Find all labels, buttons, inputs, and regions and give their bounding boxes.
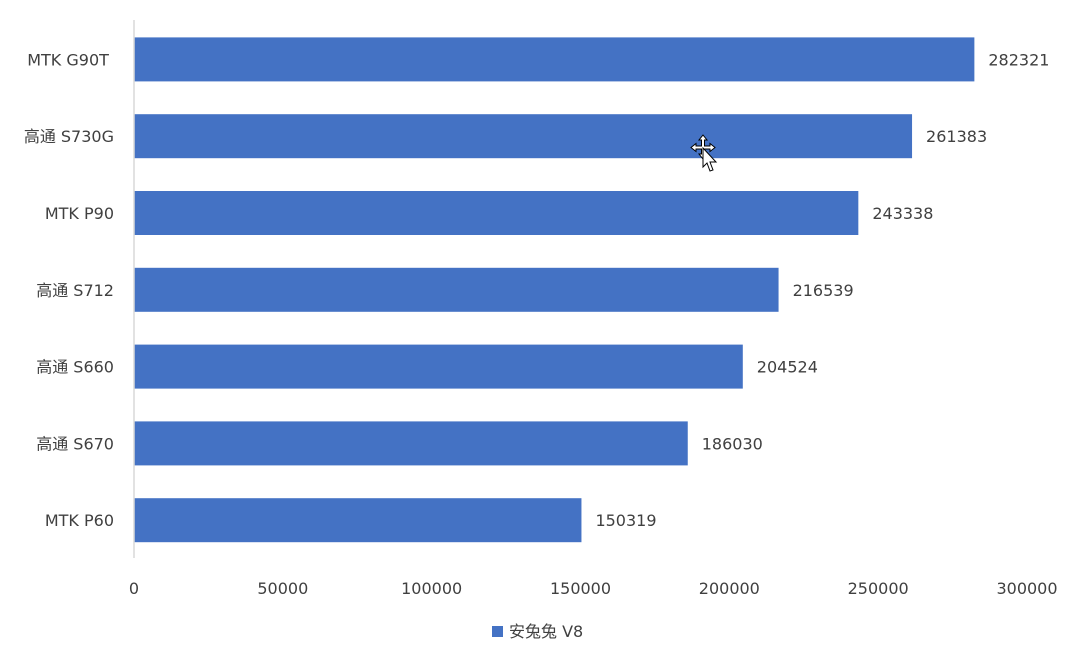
bar xyxy=(134,267,779,312)
x-tick-label: 0 xyxy=(129,579,139,598)
bar xyxy=(134,421,688,466)
bars xyxy=(134,37,975,543)
x-tick-label: 250000 xyxy=(848,579,909,598)
category-label: MTK G90T xyxy=(27,50,114,69)
category-label: 高通 S730G xyxy=(24,127,114,146)
category-labels: MTK G90T 高通 S730G MTK P90 高通 S712 高通 S660 高通… xyxy=(24,50,114,530)
legend: 安兔兔 V8 xyxy=(492,622,583,641)
bar xyxy=(134,114,913,159)
bar xyxy=(134,191,859,235)
data-labels: 282321 261383 243338 216539 204524 186030 1503… xyxy=(595,50,1049,530)
data-label: 216539 xyxy=(793,281,854,300)
category-label: 高通 S712 xyxy=(36,281,114,300)
x-tick-label: 50000 xyxy=(257,579,308,598)
category-label: MTK P90 xyxy=(45,204,114,223)
bar xyxy=(134,498,582,543)
x-tick-label: 100000 xyxy=(401,579,462,598)
category-label: 高通 S670 xyxy=(36,434,114,453)
data-label: 261383 xyxy=(926,127,987,146)
data-label: 243338 xyxy=(872,204,933,223)
bar xyxy=(134,37,975,82)
legend-swatch xyxy=(492,626,503,637)
data-label: 150319 xyxy=(595,511,656,530)
category-label: MTK P60 xyxy=(45,511,114,530)
data-label: 282321 xyxy=(988,50,1049,69)
bar xyxy=(134,344,743,389)
x-tick-label: 300000 xyxy=(996,579,1057,598)
x-tick-label: 150000 xyxy=(550,579,611,598)
x-tick-label: 200000 xyxy=(699,579,760,598)
move-cursor-icon xyxy=(690,134,718,172)
data-label: 186030 xyxy=(702,434,763,453)
data-label: 204524 xyxy=(757,358,818,377)
category-label: 高通 S660 xyxy=(36,358,114,377)
legend-label: 安兔兔 V8 xyxy=(509,622,583,641)
x-tick-labels: 0 50000 100000 150000 200000 250000 300000 xyxy=(129,579,1058,598)
